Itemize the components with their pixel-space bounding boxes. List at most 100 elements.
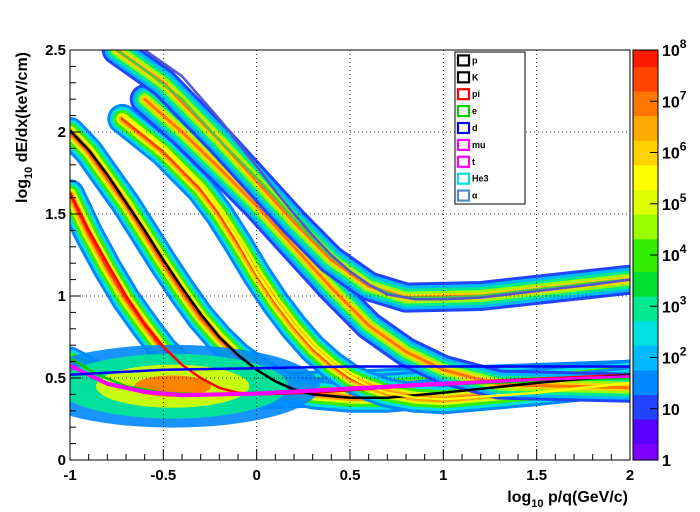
colorbar-label-exp: 2 <box>680 345 687 359</box>
colorbar-cell <box>633 181 658 190</box>
colorbar-cell <box>633 164 658 174</box>
curve-d <box>70 365 630 376</box>
legend-label-6: t <box>472 157 475 167</box>
y-tick-label-1: 0.5 <box>45 370 66 387</box>
colorbar-label-3: 103 <box>662 293 687 316</box>
curve-layer <box>70 50 630 401</box>
legend-swatch-2 <box>456 88 471 101</box>
colorbar-cell <box>633 451 658 461</box>
x-axis-title-sub: 10 <box>531 498 543 510</box>
x-tick-label-3: 0.5 <box>340 467 361 484</box>
colorbar-cell <box>633 361 658 371</box>
colorbar-cell <box>633 222 658 231</box>
colorbar-label-base: 10 <box>662 94 680 111</box>
colorbar-cell <box>633 279 658 289</box>
y-axis-title-sub: 10 <box>23 167 35 179</box>
legend-label-2: pi <box>472 89 480 99</box>
colorbar-label-1: 10 <box>662 402 680 419</box>
colorbar-cell <box>633 402 658 412</box>
colorbar-cell <box>633 99 658 108</box>
x-tick-label-1: -0.5 <box>150 467 176 484</box>
grid-layer <box>70 50 630 460</box>
colorbar-label-base: 10 <box>662 299 680 316</box>
band-d-layer-5 <box>143 97 630 390</box>
colorbar-cell <box>633 123 658 133</box>
tick-layer: -1 -0.5 0 0.5 1 1.5 2 0 0.5 1 1.5 2 2.5 <box>45 42 634 484</box>
colorbar-cell <box>633 58 658 67</box>
curve-t <box>70 365 630 398</box>
colorbar-cell <box>633 320 658 330</box>
colorbar-cell <box>633 82 658 92</box>
colorbar-cell <box>633 337 658 346</box>
colorbar-cell <box>633 197 658 207</box>
colorbar-label-2: 102 <box>662 345 687 368</box>
colorbar-cell <box>633 304 658 313</box>
y-tick-label-0: 0 <box>58 452 66 469</box>
x-tick-label-0: -1 <box>63 467 76 484</box>
colorbar-cell <box>633 353 658 363</box>
colorbar-cell <box>633 246 658 256</box>
legend-swatch-7 <box>456 172 471 185</box>
curve-K <box>70 129 630 399</box>
legend-swatch-1 <box>456 71 471 84</box>
y-tick-label-5: 2.5 <box>45 42 66 59</box>
colorbar-cell <box>633 214 658 223</box>
legend-swatch-6 <box>456 155 471 168</box>
colorbar-cell <box>633 189 658 199</box>
colorbar-cell <box>633 50 658 59</box>
colorbar-cell <box>633 238 658 248</box>
colorbar-cell <box>633 378 658 387</box>
colorbar-cell <box>633 140 658 149</box>
x-axis-title-main: log <box>507 489 531 506</box>
colorbar-label-base: 1 <box>662 453 671 470</box>
low-momentum-blob <box>70 344 320 428</box>
y-tick-label-3: 1.5 <box>45 206 66 223</box>
colorbar-cell <box>633 115 658 125</box>
legend-swatch-4 <box>456 121 471 135</box>
colorbar-cell <box>633 156 658 166</box>
legend-label-0: p <box>472 55 478 65</box>
colorbar-label-base: 10 <box>662 402 680 419</box>
legend-swatch-5 <box>456 138 471 151</box>
y-axis-title: log10 dE/dx(keV/cm) <box>14 52 35 203</box>
y-axis-title-main: log <box>14 179 31 203</box>
colorbar-cell <box>633 443 658 453</box>
colorbar-label-exp: 4 <box>680 242 687 256</box>
colorbar-cell <box>633 230 658 240</box>
curve-α <box>143 50 630 301</box>
x-tick-label-5: 1.5 <box>526 467 547 484</box>
colorbar-cell <box>633 287 658 297</box>
colorbar-cell <box>633 369 658 379</box>
curve-p <box>121 114 630 401</box>
colorbar-cell <box>633 107 658 117</box>
x-tick-label-2: 0 <box>252 467 260 484</box>
legend-label-3: e <box>472 106 477 116</box>
colorbar-cell <box>633 74 658 84</box>
colorbar-cell <box>633 296 658 305</box>
colorbar-cell <box>633 148 658 158</box>
y-tick-label-4: 2 <box>58 124 66 141</box>
colorbar-cell <box>633 312 658 322</box>
colorbar-cell <box>633 66 658 76</box>
colorbar-cell <box>633 435 658 445</box>
colorbar-label-base: 10 <box>662 248 680 265</box>
colorbar-label-base: 10 <box>662 351 680 368</box>
colorbar-label-exp: 6 <box>680 140 687 154</box>
legend-label-4: d <box>472 123 478 133</box>
x-tick-label-6: 2 <box>626 467 634 484</box>
colorbar-label-exp: 8 <box>680 37 687 51</box>
colorbar-cell <box>633 394 658 404</box>
colorbar-label-base: 10 <box>662 43 680 60</box>
colorbar-cell <box>633 410 658 420</box>
colorbar-label-exp: 7 <box>680 88 687 102</box>
colorbar-label-base: 10 <box>662 146 680 163</box>
band-d <box>129 84 630 403</box>
colorbar-cell <box>633 386 658 395</box>
colorbar-cell <box>633 263 658 272</box>
legend-label-1: K <box>472 72 479 82</box>
colorbar-label-4: 104 <box>662 242 687 265</box>
y-tick-label-2: 1 <box>58 288 66 305</box>
